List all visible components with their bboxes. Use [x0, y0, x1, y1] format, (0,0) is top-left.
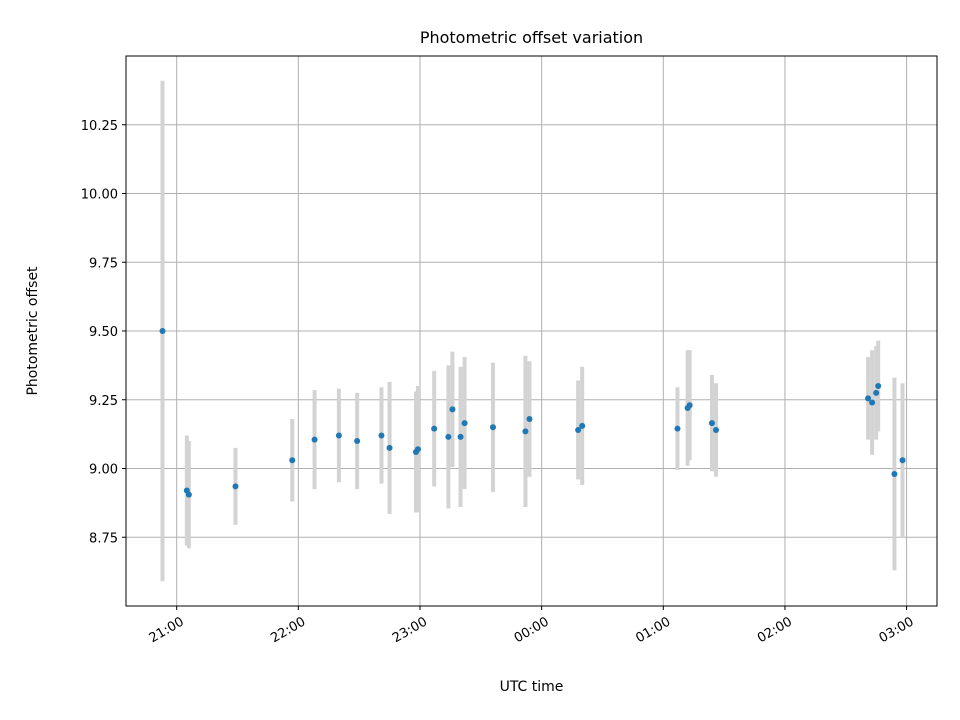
- data-point: [869, 399, 876, 406]
- data-point: [185, 491, 192, 498]
- data-point: [335, 432, 342, 439]
- data-point: [713, 427, 720, 433]
- data-point: [232, 483, 239, 490]
- x-tick-label: 02:00: [755, 614, 795, 646]
- data-point: [873, 389, 880, 396]
- data-point: [579, 422, 586, 429]
- data-point: [522, 428, 529, 435]
- data-point: [489, 424, 496, 431]
- y-ticks: 8.75 9.00 9.25 9.50 9.75 10.00 10.25: [81, 119, 126, 546]
- data-point: [891, 471, 898, 477]
- x-tick-label: 23:00: [390, 614, 430, 646]
- data-point: [875, 383, 882, 389]
- y-tick-label: 10.25: [81, 119, 118, 134]
- y-tick-label: 9.00: [89, 463, 118, 478]
- data-point: [378, 432, 385, 439]
- y-tick-label: 8.75: [89, 531, 118, 546]
- x-tick-label: 03:00: [877, 614, 917, 646]
- x-tick-label: 01:00: [633, 614, 673, 646]
- data-point: [445, 433, 452, 440]
- data-point: [311, 436, 318, 443]
- y-tick-label: 9.75: [89, 256, 118, 271]
- data-point: [449, 406, 456, 413]
- x-tick-label: 22:00: [268, 614, 308, 646]
- y-tick-label: 9.25: [89, 394, 118, 409]
- data-point: [159, 328, 166, 334]
- data-point: [686, 402, 693, 409]
- data-point: [354, 438, 361, 444]
- data-point: [457, 433, 464, 440]
- data-point: [289, 457, 296, 464]
- y-axis-label: Photometric offset: [25, 266, 41, 396]
- data-point: [526, 416, 533, 422]
- data-point: [708, 420, 715, 427]
- data-points: [159, 328, 906, 498]
- data-point: [431, 425, 438, 432]
- data-point: [386, 444, 393, 451]
- x-ticks: 21:00 22:00 23:00 00:00 01:00 02:00 03:00: [147, 606, 917, 646]
- y-tick-label: 10.00: [81, 188, 118, 203]
- data-point: [575, 427, 582, 433]
- data-point: [865, 395, 872, 402]
- data-point: [674, 425, 681, 432]
- data-point: [414, 446, 421, 453]
- data-point: [899, 457, 906, 464]
- data-point: [461, 420, 468, 427]
- chart-title: Photometric offset variation: [420, 28, 643, 47]
- x-axis-label: UTC time: [500, 679, 564, 695]
- x-tick-label: 00:00: [512, 614, 552, 646]
- x-tick-label: 21:00: [147, 614, 187, 646]
- y-tick-label: 9.50: [89, 325, 118, 340]
- grid: [126, 56, 937, 606]
